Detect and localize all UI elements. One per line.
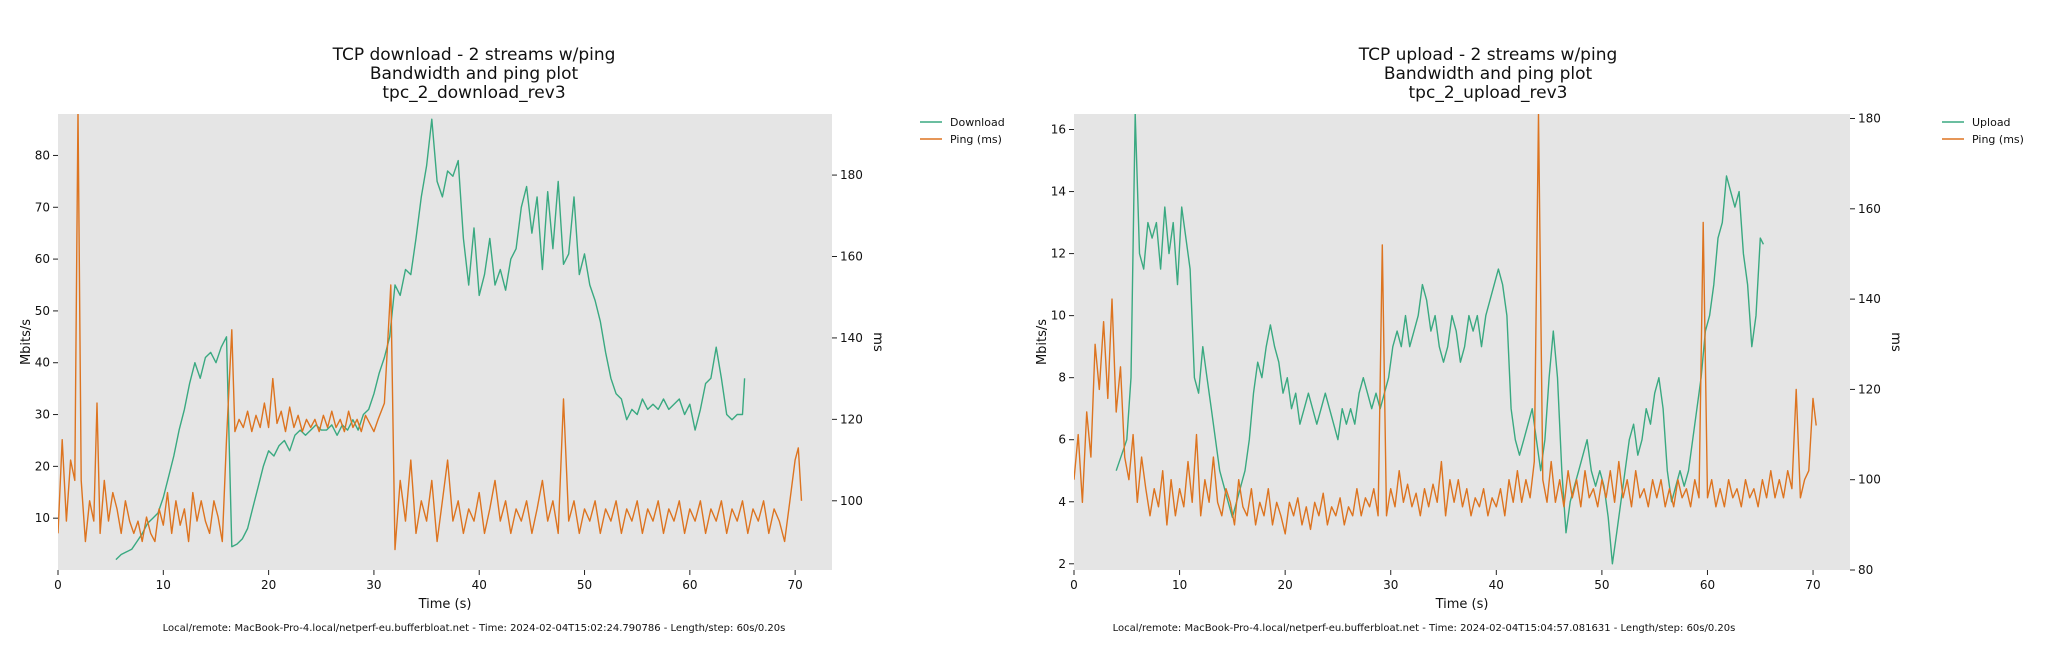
y-tick-label: 20 (35, 459, 50, 473)
x-tick-label: 40 (1489, 578, 1504, 592)
y2-tick-label: 160 (1858, 202, 1881, 216)
y-tick-label: 10 (1051, 309, 1066, 323)
chart-title-line: tpc_2_download_rev3 (382, 83, 565, 103)
y-tick-label: 14 (1051, 185, 1066, 199)
y-axis-label: Mbits/s (1035, 319, 1050, 365)
y2-tick-label: 120 (1858, 382, 1881, 396)
y2-tick-label: 180 (840, 168, 863, 182)
y2-tick-label: 160 (840, 250, 863, 264)
y-tick-label: 10 (35, 511, 50, 525)
y2-tick-label: 80 (1858, 563, 1873, 577)
y-tick-label: 80 (35, 148, 50, 162)
series-line-download (115, 118, 746, 561)
chart-title-line: TCP upload - 2 streams w/ping (1358, 45, 1618, 65)
legend-label: Ping (ms) (1972, 133, 2024, 146)
x-tick-label: 30 (1383, 578, 1398, 592)
x-axis-label: Time (s) (418, 597, 472, 612)
x-tick-label: 40 (472, 578, 487, 592)
y-axis-label: Mbits/s (19, 319, 34, 365)
x-tick-label: 0 (1070, 578, 1078, 592)
legend-label: Download (950, 116, 1005, 129)
x-tick-label: 70 (1805, 578, 1820, 592)
y-tick-label: 50 (35, 304, 50, 318)
x-tick-label: 20 (261, 578, 276, 592)
legend-label: Ping (ms) (950, 133, 1002, 146)
y-tick-label: 8 (1058, 371, 1066, 385)
x-tick-label: 50 (577, 578, 592, 592)
plot-area (58, 114, 832, 570)
footer-info: Local/remote: MacBook-Pro-4.local/netper… (1113, 623, 1736, 634)
x-tick-label: 60 (1700, 578, 1715, 592)
y2-tick-label: 100 (840, 494, 863, 508)
y-tick-label: 30 (35, 408, 50, 422)
x-tick-label: 70 (788, 578, 803, 592)
y-tick-label: 40 (35, 356, 50, 370)
x-tick-label: 0 (54, 578, 62, 592)
y-tick-label: 60 (35, 252, 50, 266)
legend-label: Upload (1972, 116, 2011, 129)
y2-tick-label: 120 (840, 412, 863, 426)
chart-title-line: Bandwidth and ping plot (1384, 64, 1593, 84)
y-tick-label: 4 (1058, 495, 1066, 509)
series-line-ping-ms (58, 114, 803, 551)
y2-tick-label: 100 (1858, 473, 1881, 487)
y2-tick-label: 140 (1858, 292, 1881, 306)
y-tick-label: 70 (35, 200, 50, 214)
y2-axis-label: ms (1888, 332, 1903, 352)
y-tick-label: 2 (1058, 557, 1066, 571)
y-tick-label: 12 (1051, 247, 1066, 261)
chart-title-line: Bandwidth and ping plot (370, 64, 579, 84)
x-tick-label: 60 (682, 578, 697, 592)
y2-tick-label: 140 (840, 331, 863, 345)
footer-info: Local/remote: MacBook-Pro-4.local/netper… (163, 623, 786, 634)
x-axis-label: Time (s) (1435, 597, 1489, 612)
chart-title-line: tpc_2_upload_rev3 (1409, 83, 1568, 103)
series-line-ping-ms (1074, 114, 1817, 535)
x-tick-label: 50 (1594, 578, 1609, 592)
y-tick-label: 6 (1058, 433, 1066, 447)
y-tick-label: 16 (1051, 123, 1066, 137)
x-tick-label: 20 (1278, 578, 1293, 592)
x-tick-label: 10 (156, 578, 171, 592)
chart-1: TCP download - 2 streams w/pingBandwidth… (19, 45, 1005, 634)
chart-title-line: TCP download - 2 streams w/ping (332, 45, 616, 65)
series-line-upload (1115, 114, 1765, 565)
y2-axis-label: ms (870, 332, 885, 352)
x-tick-label: 30 (366, 578, 381, 592)
x-tick-label: 10 (1172, 578, 1187, 592)
y2-tick-label: 180 (1858, 112, 1881, 126)
